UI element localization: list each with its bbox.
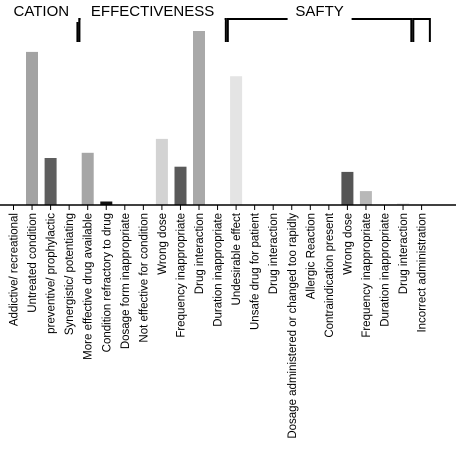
bar [81, 152, 94, 205]
group-label-background [80, 8, 225, 22]
x-tick-label: Drug interaction [398, 213, 410, 294]
x-tick-label: Drug interaction [194, 213, 206, 294]
bar [193, 31, 205, 205]
x-tick-label: Allergic Reaction [305, 213, 317, 299]
bar [155, 138, 168, 205]
bar [359, 191, 372, 205]
x-tick-label: Wrong dose [342, 213, 354, 275]
bars [26, 31, 410, 206]
x-tick-label: Dosage form inappropriate [120, 213, 132, 349]
group-bracket [226, 18, 413, 42]
x-tick-label: Duration inappropriate [213, 213, 225, 327]
x-tick-label: Frequency inappropriate [361, 213, 373, 338]
x-tick-label: Synergistic/ potentiating [64, 213, 76, 335]
bar [174, 166, 187, 205]
x-tick-label: Wrong dose [157, 213, 169, 275]
x-tick-label: Undesirable effect [231, 212, 243, 305]
x-tick-label: Unsafe drug for patient [250, 212, 262, 330]
x-tick-label: Dosage administered or changed too rapid… [287, 213, 299, 439]
x-tick-label: Addictive/ recreational [9, 213, 21, 326]
bar [100, 201, 113, 205]
bar [341, 171, 354, 205]
bar [26, 51, 38, 206]
group-bracket [5, 18, 79, 42]
group-label: SAFTY [295, 3, 343, 20]
group-label-background [4, 8, 79, 22]
group-label-background [287, 8, 352, 22]
bar [230, 76, 243, 205]
group-bracket [412, 18, 431, 42]
group-brackets: CATION EFFECTIVENESS SAFTY [4, 3, 431, 42]
x-tick-labels: Addictive/ recreational Untreated conditi… [9, 212, 429, 438]
x-tick-label: Duration inappropriate [380, 213, 392, 327]
x-tick-label: Incorrect administration [417, 213, 429, 333]
bar [397, 203, 410, 205]
group-label: CATION [14, 3, 70, 20]
x-tick-label: Not effective for condition [138, 213, 150, 343]
x-tick-label: preventive/ prophylactic [46, 213, 58, 334]
x-tick-label: Contraindication present [324, 212, 336, 337]
x-tick-label: Drug interaction [268, 213, 280, 294]
x-ticks [13, 205, 423, 210]
bar [44, 158, 57, 205]
group-label: EFFECTIVENESS [91, 3, 214, 20]
x-tick-label: More effective drug available [83, 213, 95, 360]
x-tick-label: Untreated condition [27, 213, 39, 313]
x-tick-label: Frequency inappropriate [176, 213, 188, 338]
x-tick-label: Condition refractory to drug [101, 213, 113, 352]
